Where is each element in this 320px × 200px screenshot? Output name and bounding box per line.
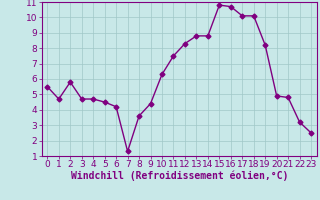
X-axis label: Windchill (Refroidissement éolien,°C): Windchill (Refroidissement éolien,°C) <box>70 171 288 181</box>
